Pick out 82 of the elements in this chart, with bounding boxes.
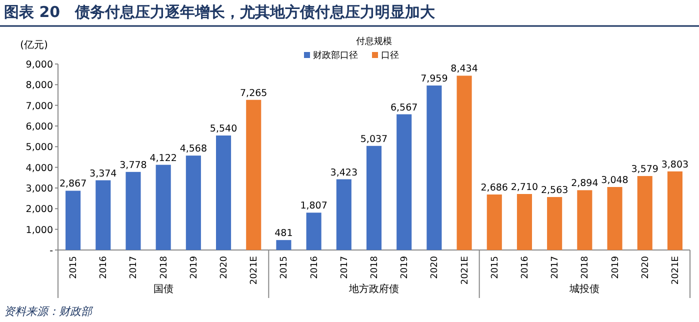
bar [426,86,442,250]
x-tick-label: 2016 [99,256,110,279]
x-tick-label: 2018 [580,256,591,279]
data-label: 2,894 [571,178,598,190]
legend-title: 付息规模 [356,36,392,47]
text: 国债 [153,284,174,295]
bar [456,76,472,250]
y-tick-label: 6,000 [26,122,53,132]
x-tick-label: 2017 [340,256,350,279]
bar [396,114,412,250]
data-label: 2,867 [59,178,87,190]
x-tick-label: 2016 [520,256,530,279]
legend-label: 口径 [381,50,399,61]
bar [516,194,532,250]
data-label: 3,803 [661,159,689,170]
bar [486,194,502,250]
data-label: 4,122 [150,152,177,164]
y-tick-label: - [50,246,53,256]
x-tick-label: 2019 [610,256,621,279]
data-label: 8,434 [450,64,478,75]
bar [366,146,382,250]
data-label: 7,959 [420,74,448,85]
data-label: 3,579 [631,164,658,176]
bar [667,171,682,250]
x-tick-label: 2016 [310,256,320,279]
x-tick-label: 2021E [460,256,470,285]
data-label: 2,710 [510,182,538,193]
bar [637,176,652,250]
x-tick-label: 2018 [159,256,170,279]
bar [96,180,111,250]
y-tick-label: 8,000 [26,80,53,92]
text: 城投债 [568,283,600,295]
y-tick-label: 9,000 [26,60,53,70]
bar [66,190,81,250]
text: 资料来源：财政部 [4,305,94,318]
data-label: 1,807 [300,200,328,212]
data-label: 3,374 [90,168,117,180]
data-label: 5,037 [360,134,388,145]
data-label: 2,563 [540,185,568,196]
bar [577,190,592,250]
y-tick-label: 4,000 [26,162,53,174]
bar [126,172,141,250]
data-label: 3,423 [330,167,358,178]
x-tick-label: 2019 [400,256,410,279]
data-label: 481 [274,228,293,240]
data-label: 6,567 [390,102,418,114]
legend-label: 财政部口径 [313,50,358,61]
x-tick-label: 2020 [220,256,230,279]
bar [336,179,352,250]
x-tick-label: 2021E [250,256,260,285]
y-tick-label: 3,000 [26,184,53,194]
data-label: 5,540 [210,124,238,135]
y-tick-label: 1,000 [26,224,53,236]
data-label: 4,568 [180,144,208,155]
bar [607,187,622,250]
y-tick-label: 7,000 [26,100,53,112]
x-tick-label: 2015 [280,256,290,279]
bar [306,212,322,250]
bar [186,156,201,250]
data-label: 3,778 [120,160,147,171]
x-tick-label: 2017 [550,256,561,279]
x-tick-label: 2019 [189,256,200,279]
x-tick-label: 2015 [69,256,80,279]
data-label: 2,686 [480,182,508,194]
bar [547,197,562,250]
bar [246,100,262,250]
data-label: 3,048 [601,175,628,186]
text: 地方政府债 [348,283,399,295]
y-axis-title: (亿元) [20,40,48,51]
x-tick-label: 2020 [640,256,651,279]
chart-title: 图表 20 债务付息压力逐年增长，尤其地方债付息压力明显加大 [4,3,436,21]
data-label: 7,265 [240,88,268,99]
x-tick-label: 2015 [490,256,500,279]
x-tick-label: 2020 [430,256,440,279]
x-tick-label: 2017 [129,256,140,279]
x-tick-label: 2021E [670,256,681,285]
bar [216,136,232,250]
bar [276,240,292,250]
bar [156,164,171,250]
y-tick-label: 2,000 [26,204,53,216]
y-tick-label: 5,000 [26,142,53,154]
x-tick-label: 2018 [370,256,380,279]
